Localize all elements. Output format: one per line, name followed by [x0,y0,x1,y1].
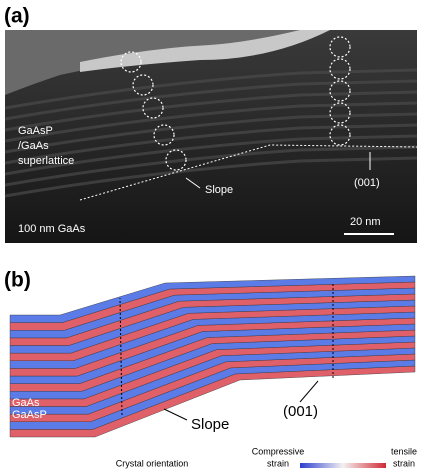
colorbar-label: tensile [391,446,417,456]
layer-label: GaAs [12,397,40,409]
layer-label: GaAsP [12,409,47,421]
arrow [300,381,318,402]
slope-label: Slope [205,184,233,196]
slope-label: Slope [191,416,229,433]
colorbar [300,463,386,468]
orientation-label: (001) [354,177,380,189]
panel-label: (a) [4,5,30,28]
sample-label: superlattice [18,155,74,167]
panel-label: (b) [4,269,31,292]
figure: (a) GaAsP /GaAs superlattice Slope (001)… [0,0,422,471]
orientation-label: (001) [283,403,318,420]
colorbar-label: strain [267,458,289,468]
scale-bar-label: 20 nm [350,216,381,228]
colorbar-label: strain [393,458,415,468]
sample-label: /GaAs [18,140,49,152]
substrate-label: 100 nm GaAs [18,223,86,235]
arrow [164,409,187,420]
layers [10,276,415,437]
sample-label: GaAsP [18,125,53,137]
axis-label: Crystal orientation [116,458,189,468]
colorbar-label: Compressive [252,446,305,456]
